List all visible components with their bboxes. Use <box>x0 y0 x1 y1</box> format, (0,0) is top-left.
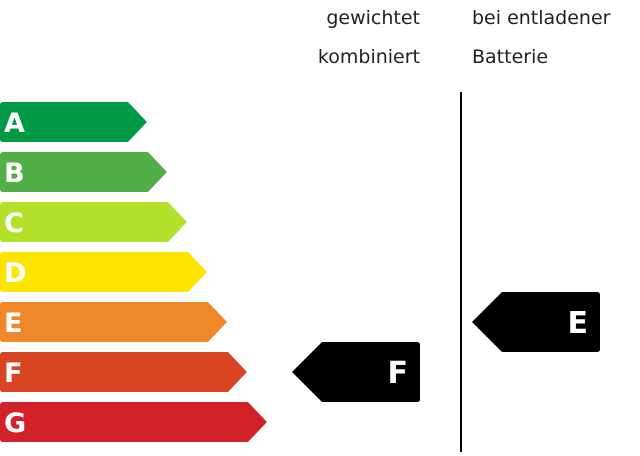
class-label-f: F <box>4 358 22 389</box>
class-arrow-d <box>0 252 207 292</box>
class-label-b: B <box>4 158 25 189</box>
class-label-a: A <box>4 108 25 139</box>
class-arrow-f <box>0 352 247 392</box>
rating-indicator-combined <box>292 342 420 402</box>
header-combined-line2: kombiniert <box>318 46 420 68</box>
rating-indicator-discharged <box>472 292 600 352</box>
class-label-d: D <box>4 258 26 289</box>
class-arrow-a <box>0 102 147 142</box>
class-label-e: E <box>4 308 22 339</box>
class-label-g: G <box>4 408 26 439</box>
header-combined-line1: gewichtet <box>326 7 420 29</box>
header-discharged-line1: bei entladener <box>472 7 611 29</box>
class-arrow-c <box>0 202 187 242</box>
header-discharged-line2: Batterie <box>472 46 548 68</box>
class-arrow-e <box>0 302 227 342</box>
class-label-c: C <box>4 208 24 239</box>
rating-label-combined: F <box>388 356 409 391</box>
class-arrow-b <box>0 152 167 192</box>
class-arrow-g <box>0 402 267 442</box>
rating-label-discharged: E <box>568 306 589 341</box>
